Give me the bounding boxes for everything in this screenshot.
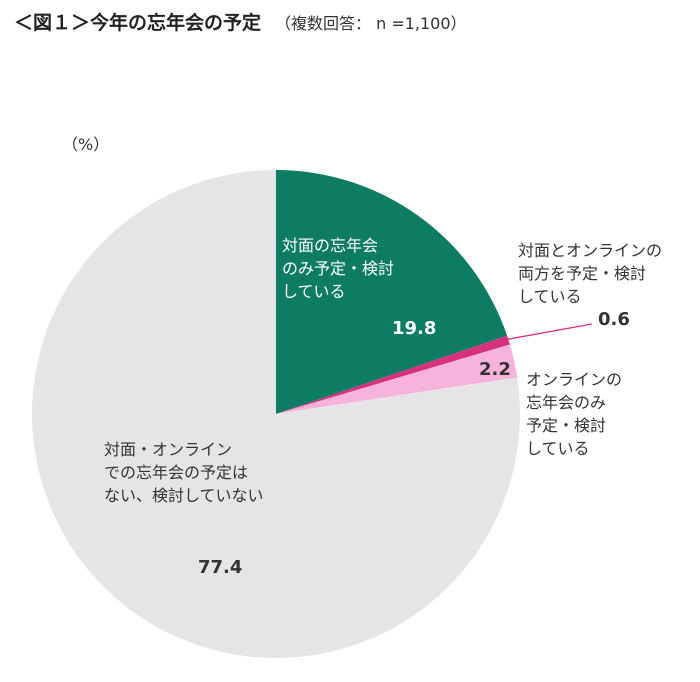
pie-slice-both — [276, 335, 510, 414]
label-line: 対面の忘年会 — [282, 236, 379, 255]
leader-line-online-and-offline — [497, 323, 593, 342]
sample-note: （複数回答： n =1,100） — [275, 14, 467, 33]
label-line: している — [282, 282, 346, 301]
slice-value-both: 0.6 — [598, 309, 630, 330]
slice-label-online-only: オンラインの 忘年会のみ 予定・検討 している — [526, 368, 622, 460]
label-line: 両方を予定・検討 — [518, 264, 647, 283]
pie-slice-offline-only — [276, 170, 508, 414]
slice-value-offline-only: 19.8 — [392, 318, 437, 339]
label-line: のみ予定・検討 — [282, 259, 395, 278]
label-line: 忘年会のみ — [526, 393, 607, 412]
label-line: オンラインの — [526, 370, 623, 389]
chart-title: ＜図１＞今年の忘年会の予定 （複数回答： n =1,100） — [14, 8, 467, 35]
label-line: 予定・検討 — [526, 416, 607, 435]
slice-value-none: 77.4 — [198, 557, 243, 578]
label-line: ない、検討していない — [104, 486, 264, 505]
slice-value-online-only: 2.2 — [479, 359, 511, 380]
pie-slices — [31, 170, 520, 658]
title-text: ＜図１＞今年の忘年会の予定 — [14, 12, 262, 34]
label-line: している — [526, 439, 590, 458]
label-line: 対面とオンラインの — [518, 241, 663, 260]
slice-label-offline-only: 対面の忘年会 のみ予定・検討 している — [282, 234, 394, 303]
pie-slice-online-only — [276, 344, 518, 414]
label-line: での忘年会の予定は — [104, 463, 249, 482]
label-line: 対面・オンライン — [104, 440, 233, 459]
unit-label: （%） — [62, 135, 110, 154]
label-line: している — [518, 287, 582, 306]
slice-label-both: 対面とオンラインの 両方を予定・検討 している — [518, 239, 662, 308]
slice-label-none: 対面・オンライン での忘年会の予定は ない、検討していない — [104, 438, 264, 507]
pie-slice-none — [31, 170, 520, 658]
